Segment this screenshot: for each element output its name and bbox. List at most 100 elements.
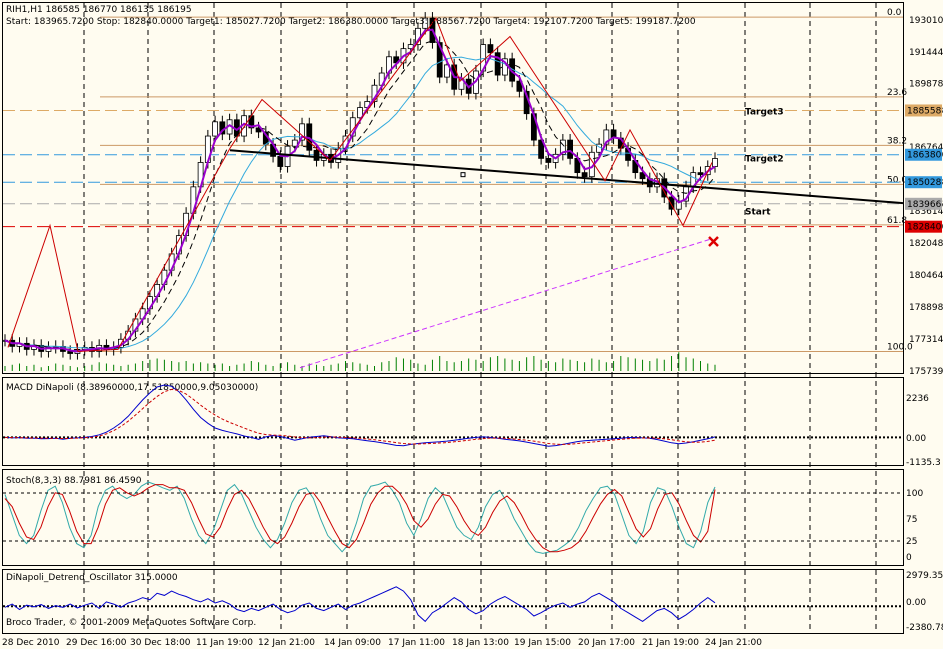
targets-header: Start: 183965.7200 Stop: 182840.0000 Tar…	[6, 17, 696, 27]
indicator-tick-label: 0	[906, 553, 912, 563]
price-tick-label: 189878	[909, 80, 943, 90]
candle-body	[357, 107, 363, 119]
price-tick-label: 175739	[909, 367, 943, 377]
price-label-text: 183966	[907, 200, 942, 210]
fibo-level-label: 23.6	[887, 88, 907, 98]
time-tick-label: 17 Jan 11:00	[388, 638, 445, 648]
fibo-level-label: 100.0	[887, 342, 913, 352]
target-label: Start	[745, 208, 771, 218]
time-tick-label: 21 Jan 19:00	[642, 638, 699, 648]
price-label-box	[905, 220, 942, 233]
time-tick-label: 20 Jan 17:00	[578, 638, 635, 648]
candle-body	[487, 44, 494, 54]
candle-body	[299, 123, 305, 141]
stop-cross-icon	[708, 236, 719, 247]
candle-body	[67, 351, 74, 354]
time-tick-label: 19 Jan 15:00	[514, 638, 571, 648]
price-label-box	[905, 104, 942, 117]
time-tick-label: 29 Dec 16:00	[66, 638, 127, 648]
time-axis: 28 Dec 2010 29 Dec 16:00 30 Dec 18:00 11 Ja…	[2, 638, 762, 648]
price-label-box	[905, 176, 942, 189]
indicator-series	[4, 586, 716, 623]
indicator-tick-label: 0.00	[906, 598, 926, 608]
symbol-header: RIH1,H1 186585 186770 186135 186195	[6, 5, 192, 15]
detrend-title: DiNapoli_Detrend_Oscillator 315.0000	[6, 573, 178, 583]
candle-body	[581, 172, 588, 178]
moving-average-purple	[4, 28, 716, 353]
price-tick-label: 178898	[909, 303, 943, 313]
candle-body	[712, 158, 718, 167]
indicator-tick-label: -1135.3	[906, 458, 941, 468]
candle-body	[291, 139, 298, 147]
fibo-level-label: 50.0	[887, 175, 907, 185]
indicator-tick-label: 2236	[906, 394, 929, 404]
vertical-grid	[83, 3, 877, 633]
time-tick-label: 14 Jan 09:00	[324, 638, 381, 648]
price-tick-label: 180464	[909, 271, 943, 281]
indicator-tick-label: 2979.353	[906, 571, 943, 581]
candle-body	[422, 17, 429, 29]
time-tick-label: 30 Dec 18:00	[130, 638, 191, 648]
time-tick-label: 11 Jan 19:00	[196, 638, 253, 648]
target-label: Target3	[745, 108, 784, 118]
candle-body	[313, 149, 320, 161]
candle-body	[559, 139, 566, 155]
fibo-level-label: 38.2	[887, 136, 907, 146]
price-label-box	[905, 148, 942, 161]
panel-frames	[2, 2, 904, 634]
neckline-trendline	[229, 149, 904, 205]
candle-body	[212, 121, 219, 137]
macd-plot: 2236 0.00 -1135.3	[3, 384, 941, 468]
price-axis: 193010 191444 189878 188558 186764186380 1850…	[905, 16, 943, 377]
fibonacci-levels: 0.0 23.6 38.2 50.0 61.8 100.0	[100, 8, 913, 352]
fibo-level-label: 61.8	[887, 216, 907, 226]
price-overlays	[4, 17, 904, 369]
target-lines: Target3 Target2 Start	[3, 108, 903, 228]
stoch-plot: 100 75 25 0	[3, 481, 923, 563]
indicator-tick-label: 25	[906, 537, 917, 547]
macd-title: MACD DiNapoli (8.38960000,17.51850000,9.…	[6, 383, 258, 393]
indicator-series	[4, 388, 716, 445]
price-label-text: 188558	[907, 106, 942, 116]
indicator-tick-label: 0.00	[906, 434, 926, 444]
time-tick-label: 24 Jan 21:00	[705, 638, 762, 648]
trendline-handle	[460, 172, 466, 178]
candle-body	[436, 42, 443, 78]
projection-line	[299, 238, 713, 369]
zigzag-line	[7, 17, 713, 353]
detrend-plot: 2979.353 0.00 -2380.78	[3, 571, 943, 633]
price-tick-label: 191444	[909, 48, 943, 58]
candles	[2, 12, 718, 360]
detrend-panel-frame	[2, 569, 904, 634]
candle-body	[538, 139, 545, 159]
candle-body	[494, 52, 501, 76]
candle-body	[567, 139, 574, 159]
price-label-text: 185028	[907, 178, 942, 188]
price-panel-frame	[2, 2, 904, 374]
macd-panel-frame	[2, 377, 904, 466]
candle-body	[668, 196, 675, 210]
candle-body	[444, 64, 450, 78]
price-tick-label: 186764	[909, 143, 943, 153]
moving-average-dashed	[4, 40, 716, 351]
candle-body	[277, 155, 284, 167]
candle-body	[516, 80, 523, 92]
time-tick-label: 18 Jan 13:00	[452, 638, 509, 648]
indicator-series	[4, 484, 716, 553]
price-tick-label: 177314	[909, 335, 943, 345]
price-tick-label: 193010	[909, 16, 943, 26]
time-tick-label: 28 Dec 2010	[2, 638, 60, 648]
price-label-box	[905, 197, 942, 210]
price-tick-label: 183614	[909, 207, 943, 217]
indicator-tick-label: 100	[906, 489, 923, 499]
stoch-panel-frame	[2, 469, 904, 566]
moving-average-blue	[4, 56, 716, 350]
volume-bars	[4, 352, 716, 371]
price-tick-label: 182048	[909, 239, 943, 249]
indicator-series	[4, 384, 716, 447]
price-label-text: 186380	[907, 151, 942, 161]
indicator-tick-label: -2380.78	[906, 623, 943, 633]
target-label: Target2	[745, 155, 784, 165]
price-label-text: 182840	[907, 223, 942, 233]
